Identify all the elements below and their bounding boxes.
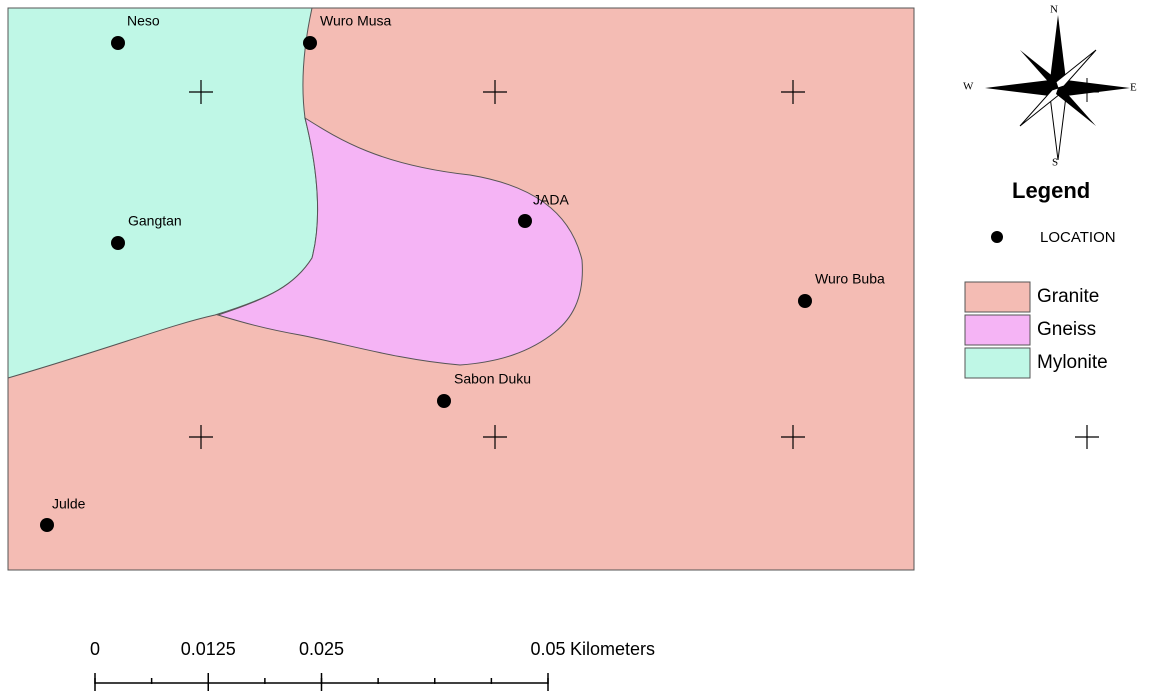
location-point [798,294,812,308]
legend: LOCATION Granite Gneiss Mylonite [964,229,1116,379]
legend-swatch [964,347,1031,379]
scale-bar: 0 0.0125 0.025 0.05 Kilometers [90,639,655,691]
legend-label: Mylonite [1037,352,1108,373]
locations: Neso Wuro Musa Gangtan JADA Wuro Buba Sabon D… [40,13,885,532]
compass-south: S [1052,157,1058,169]
grid-crosses [189,80,1099,449]
location-label: Neso [127,13,160,29]
location-point [437,394,451,408]
location-label: JADA [533,192,569,208]
location-label: Wuro Buba [815,271,885,287]
legend-symbol [991,231,1003,243]
gneiss-area [216,116,583,366]
compass-north: N [1050,4,1058,16]
location-point [111,236,125,250]
scale-label: 0.05 [530,639,565,659]
location-label: Wuro Musa [320,13,392,29]
scale-label: 0 [90,639,100,659]
scale-label: 0.0125 [181,639,236,659]
compass-east: E [1130,82,1137,94]
scale-label: 0.025 [299,639,344,659]
legend-swatch [964,314,1031,346]
scale-unit: Kilometers [570,639,655,659]
location-label: Julde [52,496,86,512]
location-point [303,36,317,50]
legend-label: Granite [1037,286,1099,307]
location-point [111,36,125,50]
location-label: Gangtan [128,213,182,229]
compass-rose: N S W E [963,4,1137,169]
compass-west: W [963,81,974,93]
legend-swatch [964,281,1031,313]
location-label: Sabon Duku [454,371,531,387]
location-point [40,518,54,532]
legend-title: Legend [1012,178,1090,203]
location-point [518,214,532,228]
legend-label: LOCATION [1040,229,1116,246]
legend-label: Gneiss [1037,319,1096,340]
